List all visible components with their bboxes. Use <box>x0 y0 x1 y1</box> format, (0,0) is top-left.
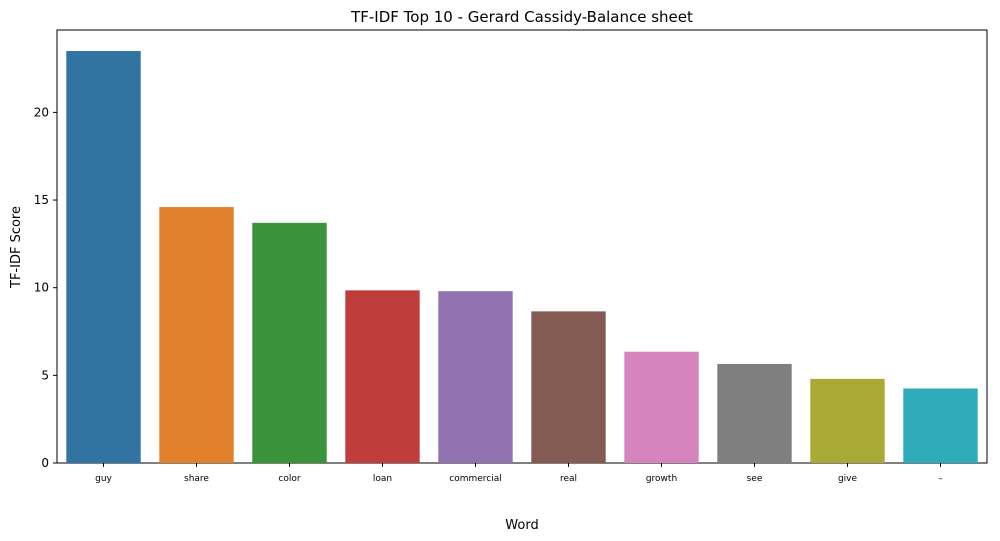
chart-title: TF-IDF Top 10 - Gerard Cassidy-Balance s… <box>350 8 693 26</box>
bar-3 <box>345 290 420 463</box>
bars-group <box>66 51 978 463</box>
x-tick-label: share <box>184 474 209 484</box>
x-tick-label: give <box>838 474 858 484</box>
y-tick-label: 15 <box>34 193 49 207</box>
x-axis-label: Word <box>505 518 538 533</box>
x-tick-label: see <box>747 474 763 484</box>
x-tick-label: color <box>278 474 300 484</box>
bar-7 <box>717 363 792 463</box>
bar-2 <box>252 222 327 463</box>
y-axis-label: TF-IDF Score <box>9 206 24 289</box>
bar-8 <box>810 378 885 463</box>
y-tick-label: 5 <box>41 368 49 382</box>
y-tick-label: 10 <box>34 281 49 295</box>
bar-9 <box>903 388 978 463</box>
x-tick-label: growth <box>646 474 677 484</box>
bar-5 <box>531 311 606 463</box>
x-tick-label: commercial <box>449 474 502 484</box>
bar-4 <box>438 291 513 463</box>
x-tick-label: guy <box>95 474 112 484</box>
bar-6 <box>624 351 699 463</box>
y-tick-label: 20 <box>34 105 49 119</box>
x-tick-label: loan <box>373 474 392 484</box>
bar-1 <box>159 207 234 463</box>
x-axis-ticks: guy share color loan commercial real growth see… <box>95 463 943 484</box>
y-axis-ticks: 0 5 10 15 20 <box>34 105 57 470</box>
y-tick-label: 0 <box>41 456 49 470</box>
bar-0 <box>66 51 141 463</box>
x-tick-label: real <box>560 474 577 484</box>
x-tick-label: – <box>938 474 943 484</box>
